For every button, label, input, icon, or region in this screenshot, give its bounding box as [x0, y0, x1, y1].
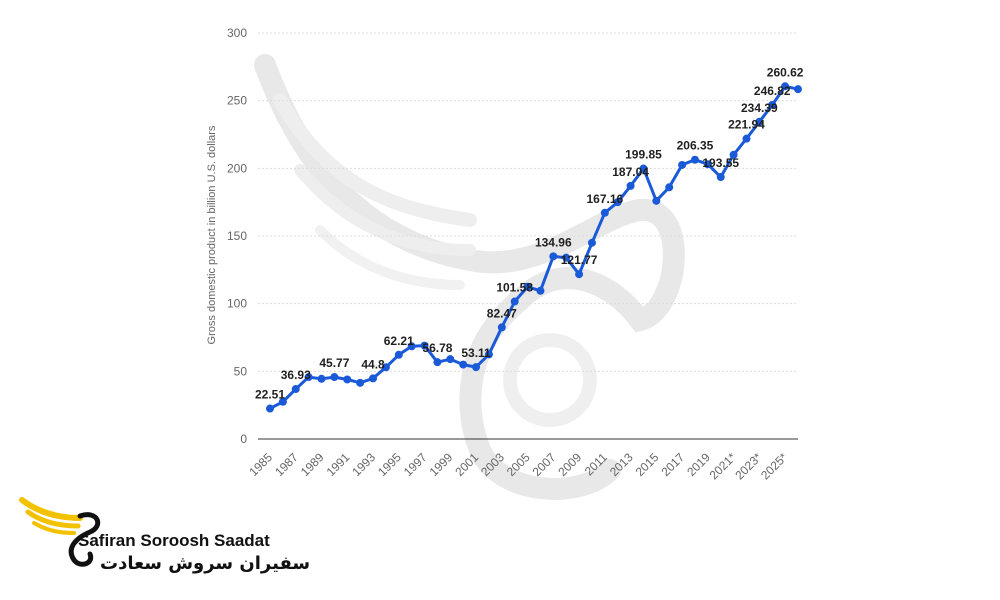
x-tick-label: 1987	[272, 450, 301, 479]
data-point	[330, 373, 339, 382]
data-label: 53.11	[461, 346, 491, 360]
data-point	[433, 358, 442, 367]
data-label: 44.8	[361, 357, 385, 371]
data-point	[768, 100, 777, 109]
data-point	[459, 360, 468, 369]
data-point	[716, 173, 725, 182]
x-tick-label: 1999	[427, 450, 456, 479]
data-point	[304, 373, 313, 382]
data-point	[472, 363, 481, 372]
data-point	[549, 252, 558, 261]
data-point	[369, 374, 378, 383]
data-point	[703, 160, 712, 169]
data-point	[613, 198, 622, 207]
x-tick-label: 2007	[530, 450, 559, 479]
data-label: 260.62	[767, 65, 804, 79]
y-axis-label: Gross domestic product in billion U.S. d…	[206, 125, 218, 344]
data-label: 193.55	[702, 156, 739, 170]
x-tick-label: 2017	[658, 450, 687, 479]
data-point	[407, 342, 416, 351]
data-label: 101.58	[496, 281, 533, 295]
data-label: 134.96	[535, 235, 572, 249]
data-point	[626, 181, 635, 190]
y-tick-label: 50	[234, 364, 248, 378]
data-label: 221.94	[728, 118, 765, 132]
data-label: 199.85	[625, 148, 662, 162]
x-tick-label: 1997	[401, 450, 430, 479]
data-point	[575, 270, 584, 279]
data-point	[678, 160, 687, 169]
company-logo-icon	[19, 497, 101, 567]
y-tick-label: 150	[227, 229, 247, 243]
data-label: 45.77	[319, 356, 349, 370]
data-label: 36.93	[281, 368, 311, 382]
data-point	[484, 350, 493, 359]
x-tick-label: 1995	[375, 450, 404, 479]
data-point	[794, 85, 802, 94]
company-name-english: Safiran Soroosh Saadat	[78, 531, 270, 550]
data-point	[291, 385, 300, 394]
data-label: 62.21	[384, 334, 414, 348]
data-label: 206.35	[677, 139, 714, 153]
data-point	[742, 134, 751, 143]
y-tick-label: 250	[227, 94, 247, 108]
data-point	[317, 374, 326, 383]
data-point	[523, 282, 532, 291]
x-tick-label: 2023*	[732, 450, 764, 482]
data-label: 234.39	[741, 101, 778, 115]
data-point	[652, 196, 661, 205]
grid-lines	[258, 32, 798, 372]
data-label: 187.04	[612, 165, 649, 179]
data-labels: 22.51 36.93 45.77 44.8 62.21 56.78 53.11 82.47 1…	[255, 65, 804, 401]
data-label: 56.78	[422, 341, 452, 355]
data-point	[420, 341, 429, 350]
gdp-data-points	[266, 82, 802, 413]
x-tick-label: 2025*	[758, 450, 790, 482]
data-point	[497, 323, 506, 332]
data-point	[639, 164, 648, 173]
data-label: 22.51	[255, 388, 285, 402]
data-point	[562, 253, 571, 262]
data-point	[665, 183, 674, 192]
data-point	[446, 355, 455, 364]
x-tick-label: 1985	[246, 450, 275, 479]
watermark-bird-icon	[254, 54, 685, 500]
data-label: 121.77	[561, 253, 598, 267]
x-tick-label: 1989	[298, 450, 327, 479]
data-point	[729, 150, 738, 159]
y-axis-ticks: 0 50 100 150 200 250 300	[227, 26, 247, 446]
data-point	[510, 297, 519, 306]
y-tick-label: 200	[227, 161, 247, 175]
x-tick-label: 1993	[349, 450, 378, 479]
x-tick-label: 2015	[633, 450, 662, 479]
x-tick-label: 1991	[324, 450, 353, 479]
data-point	[536, 286, 545, 295]
data-point	[394, 350, 403, 359]
data-point	[755, 117, 764, 126]
data-point	[356, 378, 365, 387]
data-point	[381, 363, 390, 372]
y-tick-label: 100	[227, 297, 247, 311]
data-point	[278, 397, 287, 406]
data-point	[690, 155, 699, 164]
x-tick-label: 2021*	[707, 450, 739, 482]
data-label: 167.16	[586, 192, 623, 206]
data-point	[781, 82, 790, 91]
data-label: 246.82	[754, 84, 791, 98]
data-label: 82.47	[487, 306, 517, 320]
data-point	[266, 404, 274, 413]
data-point	[600, 208, 609, 217]
y-tick-label: 300	[227, 26, 247, 40]
data-point	[343, 375, 352, 384]
company-name-persian: سفیران سروش سعادت	[100, 553, 311, 574]
data-point	[587, 238, 596, 247]
y-tick-label: 0	[240, 432, 247, 446]
x-tick-label: 2013	[607, 450, 636, 479]
